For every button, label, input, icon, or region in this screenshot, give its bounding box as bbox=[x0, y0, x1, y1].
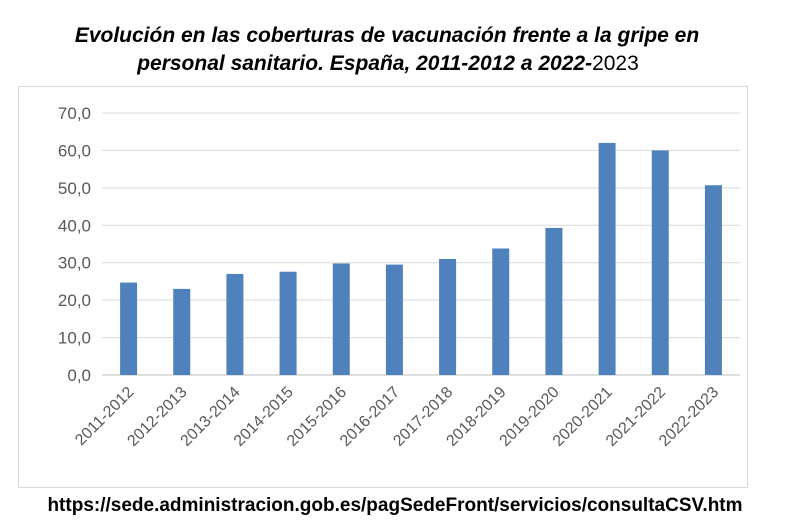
bar bbox=[120, 282, 138, 375]
chart-title-line2-bold: personal sanitario. España, 2011-2012 a … bbox=[137, 52, 593, 75]
y-tick-label: 60,0 bbox=[58, 141, 91, 160]
y-tick-label: 50,0 bbox=[58, 179, 91, 198]
y-tick-label: 20,0 bbox=[58, 291, 91, 310]
bar bbox=[173, 288, 191, 375]
bar bbox=[226, 273, 244, 375]
chart-title: Evolución en las coberturas de vacunació… bbox=[0, 22, 790, 78]
chart-title-line2-tail: 2023 bbox=[592, 52, 639, 75]
bar bbox=[332, 263, 350, 375]
y-tick-label: 30,0 bbox=[58, 254, 91, 273]
y-tick-label: 0,0 bbox=[67, 366, 91, 385]
chart-area: 0,0 10,0 20,0 30,0 40,0 50,0 60,0 70,0 2011-2012… bbox=[18, 86, 748, 488]
y-tick-label: 40,0 bbox=[58, 216, 91, 235]
bar bbox=[545, 227, 563, 375]
chart-title-line2: personal sanitario. España, 2011-2012 a … bbox=[0, 50, 790, 78]
y-tick-label: 70,0 bbox=[58, 104, 91, 123]
source-url: https://sede.administracion.gob.es/pagSe… bbox=[47, 495, 743, 516]
y-tick-label: 10,0 bbox=[58, 329, 91, 348]
bar bbox=[385, 264, 403, 375]
bar bbox=[279, 271, 297, 375]
bar-chart: 0,010,020,030,040,050,060,070,02011-2012… bbox=[58, 104, 740, 450]
bar bbox=[598, 142, 616, 375]
bar bbox=[651, 150, 669, 375]
bar bbox=[492, 248, 510, 375]
chart-title-line1: Evolución en las coberturas de vacunació… bbox=[74, 24, 700, 47]
bar bbox=[439, 258, 457, 375]
bar bbox=[704, 185, 722, 375]
